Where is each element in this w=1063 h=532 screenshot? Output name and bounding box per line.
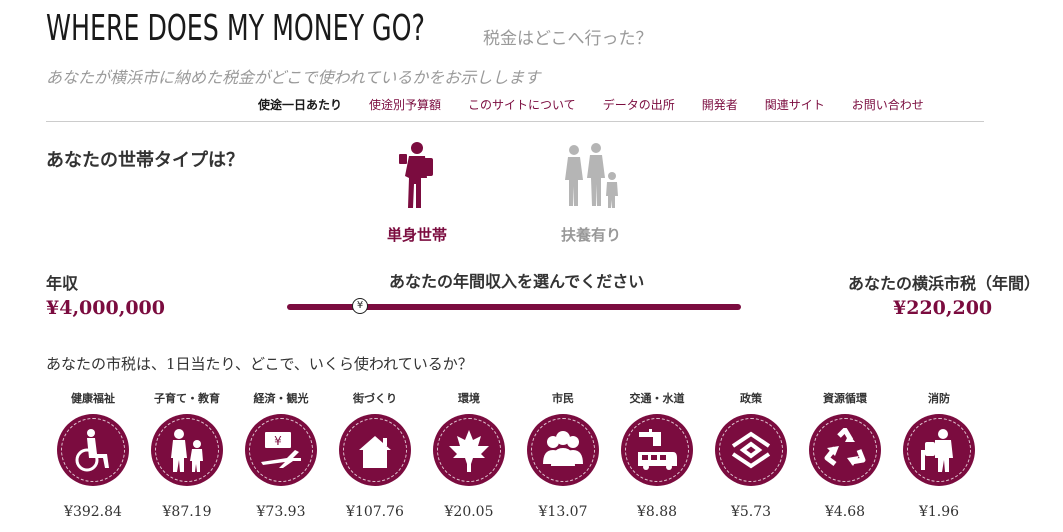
category-name: 環境 bbox=[458, 392, 480, 405]
category-icon-circle bbox=[621, 414, 693, 486]
nav-related-sites[interactable]: 関連サイト bbox=[764, 98, 825, 112]
income-value: ¥4,000,000 bbox=[46, 297, 165, 319]
category-icon-circle bbox=[57, 414, 129, 486]
category-amount: ¥107.76 bbox=[346, 504, 404, 520]
category-icon-circle bbox=[433, 414, 505, 486]
family-children-icon bbox=[171, 429, 203, 472]
category-name: 健康福祉 bbox=[71, 392, 115, 405]
category-amount: ¥5.73 bbox=[730, 504, 772, 520]
city-tax-value: ¥220,200 bbox=[893, 297, 993, 319]
category-amount: ¥87.19 bbox=[162, 504, 212, 520]
category-name: 資源循環 bbox=[823, 392, 867, 405]
nav-contact[interactable]: お問い合わせ bbox=[851, 98, 924, 112]
category-amount: ¥20.05 bbox=[444, 504, 494, 520]
category-childcare-education[interactable]: 子育て・教育 ¥87.19 bbox=[140, 390, 234, 520]
category-amount: ¥4.68 bbox=[824, 504, 866, 520]
nav-budget-by-usage[interactable]: 使途別予算額 bbox=[369, 98, 442, 112]
category-resource-recycling[interactable]: 資源循環 ¥4.68 bbox=[798, 390, 892, 520]
household-option-single[interactable]: 単身世帯 bbox=[357, 140, 477, 244]
category-policy[interactable]: 政策 ¥5.73 bbox=[704, 390, 798, 520]
nav-about[interactable]: このサイトについて bbox=[468, 98, 576, 112]
income-slider-prompt: あなたの年間収入を選んでください bbox=[389, 272, 645, 291]
category-icon-circle bbox=[527, 414, 599, 486]
category-name: 政策 bbox=[740, 392, 762, 405]
house-icon bbox=[359, 436, 391, 468]
header-divider bbox=[46, 121, 984, 122]
category-icon-circle bbox=[339, 414, 411, 486]
category-economy-tourism[interactable]: 経済・観光 ¥ ¥73.93 bbox=[234, 390, 328, 520]
category-icon-circle bbox=[151, 414, 223, 486]
yokohama-emblem-icon bbox=[731, 431, 771, 469]
category-amount: ¥73.93 bbox=[256, 504, 306, 520]
leaf-icon bbox=[449, 430, 489, 472]
wheelchair-icon bbox=[75, 429, 109, 472]
nav-developers[interactable]: 開発者 bbox=[701, 98, 738, 112]
category-name: 街づくり bbox=[353, 392, 397, 405]
income-slider[interactable]: ¥ bbox=[287, 298, 741, 314]
category-name: 経済・観光 bbox=[253, 392, 309, 405]
single-person-icon bbox=[357, 140, 477, 210]
category-citizens[interactable]: 市民 ¥13.07 bbox=[516, 390, 610, 520]
category-list: 健康福祉 ¥392.84 子育て・教育 ¥87.19 経済・観光 ¥ bbox=[46, 390, 1006, 530]
site-subtitle: 税金はどこへ行った？ bbox=[483, 29, 653, 49]
category-fire-department[interactable]: 消防 ¥1.96 bbox=[892, 390, 986, 520]
category-name: 子育て・教育 bbox=[154, 392, 220, 405]
faucet-bus-icon bbox=[638, 429, 677, 470]
nav-daily-usage[interactable]: 使途一日あたり bbox=[258, 98, 343, 112]
city-tax-label: あなたの横浜市税（年間） bbox=[848, 274, 1041, 293]
category-icon-circle bbox=[715, 414, 787, 486]
category-amount: ¥8.88 bbox=[636, 504, 678, 520]
category-name: 消防 bbox=[928, 392, 950, 405]
site-title: WHERE DOES MY MONEY GO? bbox=[46, 8, 425, 49]
svg-text:¥: ¥ bbox=[274, 434, 282, 448]
category-environment[interactable]: 環境 ¥20.05 bbox=[422, 390, 516, 520]
site-tagline: あなたが横浜市に納めた税金がどこで使われているかをお示しします bbox=[46, 68, 541, 87]
yen-airplane-icon: ¥ bbox=[261, 432, 301, 468]
household-option-single-label: 単身世帯 bbox=[386, 226, 447, 244]
category-amount: ¥392.84 bbox=[64, 504, 122, 520]
income-label: 年収 bbox=[46, 274, 79, 293]
category-amount: ¥1.96 bbox=[918, 504, 960, 520]
people-icon bbox=[543, 431, 583, 466]
category-icon-circle bbox=[903, 414, 975, 486]
household-option-dependents-label: 扶養有り bbox=[560, 226, 621, 244]
main-nav: 使途一日あたり 使途別予算額 このサイトについて データの出所 開発者 関連サイ… bbox=[258, 96, 924, 116]
category-transport-water[interactable]: 交通・水道 ¥8.88 bbox=[610, 390, 704, 520]
category-name: 市民 bbox=[552, 392, 574, 405]
category-amount: ¥13.07 bbox=[538, 504, 588, 520]
category-icon-circle bbox=[809, 414, 881, 486]
category-health-welfare[interactable]: 健康福祉 ¥392.84 bbox=[46, 390, 140, 520]
household-question: あなたの世帯タイプは？ bbox=[46, 150, 244, 171]
usage-question: あなたの市税は、1日当たり、どこで、いくら使われているか？ bbox=[46, 355, 473, 373]
household-option-dependents[interactable]: 扶養有り bbox=[531, 140, 651, 244]
category-icon-circle: ¥ bbox=[245, 414, 317, 486]
income-slider-handle[interactable]: ¥ bbox=[352, 298, 368, 314]
category-urban-development[interactable]: 街づくり ¥107.76 bbox=[328, 390, 422, 520]
category-name: 交通・水道 bbox=[629, 392, 685, 405]
firefighter-icon bbox=[921, 429, 953, 472]
nav-data-source[interactable]: データの出所 bbox=[602, 98, 675, 112]
family-icon bbox=[531, 140, 651, 210]
recycle-icon bbox=[824, 428, 866, 466]
